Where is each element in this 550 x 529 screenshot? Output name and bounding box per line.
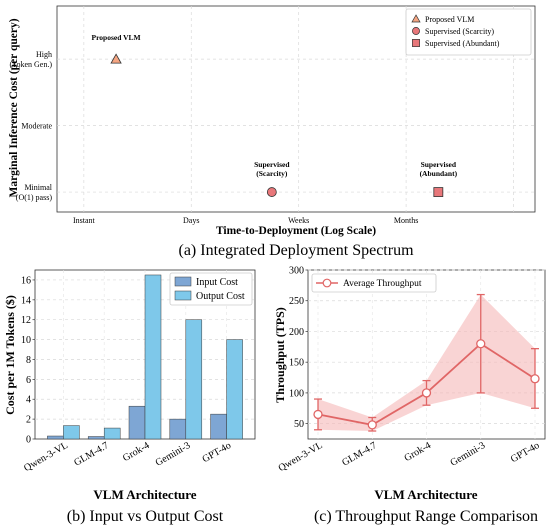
legend-label: Supervised (Scarcity)	[425, 27, 494, 36]
bar-input-cost	[87, 436, 105, 440]
x-tick-label: Instant	[73, 216, 96, 225]
data-point	[313, 409, 323, 420]
y-axis-label: Marginal Inference Cost (per query)	[8, 18, 20, 197]
y-tick-label: (O(1) pass)	[16, 193, 53, 202]
legend-marker-triangle-icon	[411, 14, 421, 23]
x-tick-label: Qwen-3-VL	[277, 440, 325, 474]
legend-label: Input Cost	[196, 277, 238, 288]
caption: (b) Input vs Output Cost	[67, 508, 224, 525]
bar-input-cost	[128, 405, 146, 440]
legend-marker-circle-icon	[322, 278, 332, 288]
y-tick-label: 200	[289, 327, 304, 338]
data-point	[421, 388, 432, 398]
y-tick-label: 6	[26, 375, 31, 386]
y-tick-label: Minimal	[24, 183, 52, 192]
y-tick-label: 12	[21, 315, 31, 326]
x-tick-labels: Qwen-3-VL GLM-4.7 Grok-4 Gemini-3 GPT-4o	[277, 440, 542, 474]
data-points: Proposed VLMSupervised(Scarcity)Supervis…	[92, 33, 458, 197]
data-point	[530, 374, 540, 384]
bar-input-cost	[169, 418, 187, 440]
caption: (a) Integrated Deployment Spectrum	[178, 242, 414, 259]
data-point	[476, 339, 486, 349]
x-tick-label: Gemini-3	[154, 440, 193, 469]
bar-input-cost	[210, 413, 227, 440]
legend-box	[405, 8, 532, 56]
y-tick-label: 10	[21, 335, 31, 346]
point-annotation: (Abundant)	[420, 169, 458, 178]
x-tick-label: Grok-4	[402, 440, 433, 464]
x-axis-label: Time-to-Deployment (Log Scale)	[216, 225, 376, 237]
y-axis-label: Cost per 1M Tokens ($)	[3, 295, 17, 415]
grid	[57, 6, 535, 212]
point-supervised-scarcity	[266, 187, 277, 197]
y-tick-label: 250	[289, 296, 304, 307]
x-tick-label: GLM-4.7	[340, 440, 378, 469]
x-tick-label: Grok-4	[121, 440, 152, 464]
chart-integrated-deployment-spectrum: Instant Days Weeks Months High(Token Gen.)M…	[8, 5, 536, 259]
y-tick-label: (Token Gen.)	[9, 60, 52, 69]
bar-output-cost	[63, 425, 80, 440]
point-supervised-abundant	[433, 187, 444, 197]
legend-swatch	[174, 290, 192, 301]
x-tick-label: GPT-4o	[509, 440, 542, 465]
y-tick-labels: 0 2 4 6 8 10 12 14 16	[21, 275, 35, 446]
y-tick-label: 0	[26, 435, 31, 446]
y-tick-labels: 50 100 150 200 250 300	[289, 266, 308, 430]
chart-throughput-range-comparison: 50 100 150 200 250 300 Qwen-3-VL GLM-4.7 Grok-4…	[273, 266, 546, 525]
x-axis-label: VLM Architecture	[374, 487, 477, 502]
y-tick-label: 150	[289, 358, 304, 369]
y-axis-label: Throughput (TPS)	[273, 307, 287, 402]
bars	[47, 274, 243, 440]
bar-output-cost	[144, 274, 162, 440]
point-annotation: Supervised	[421, 160, 457, 169]
y-tick-label: High	[36, 50, 52, 59]
y-tick-label: 16	[21, 275, 31, 286]
x-tick-label: GPT-4o	[200, 440, 233, 465]
caption: (c) Throughput Range Comparison	[314, 508, 538, 525]
y-tick-labels: High(Token Gen.) Moderate Minimal(O(1) pas…	[9, 50, 52, 202]
x-tick-labels: Instant Days Weeks Months	[73, 216, 418, 225]
legend-label: Output Cost	[196, 291, 245, 302]
legend: Input Cost Output Cost	[169, 272, 253, 306]
y-tick-label: 2	[26, 415, 31, 426]
legend-label: Supervised (Abundant)	[425, 39, 500, 48]
x-tick-label: GLM-4.7	[72, 440, 110, 469]
bar-input-cost	[47, 435, 64, 440]
data-point	[367, 420, 377, 430]
plot-frame	[56, 5, 536, 213]
bar-output-cost	[103, 427, 121, 440]
x-axis-label: VLM Architecture	[93, 487, 196, 502]
y-tick-label: 4	[26, 395, 31, 406]
y-tick-label: 8	[26, 355, 31, 366]
point-annotation: Proposed VLM	[92, 33, 141, 42]
y-tick-label: 100	[289, 388, 304, 399]
y-tick-label: 14	[21, 295, 31, 306]
legend-swatch	[174, 276, 192, 287]
legend-box	[311, 273, 437, 293]
x-tick-labels: Qwen-3-VL GLM-4.7 Grok-4 Gemini-3 GPT-4o	[22, 440, 233, 474]
y-tick-label: Moderate	[21, 122, 52, 131]
point-annotation: Supervised	[254, 160, 290, 169]
y-tick-label: 300	[289, 266, 304, 277]
y-tick-label: 50	[294, 419, 304, 430]
legend: Average Throughput	[311, 273, 437, 293]
legend-marker-circle-icon	[412, 27, 420, 35]
legend-marker-square-icon	[412, 39, 420, 47]
x-tick-label: Weeks	[288, 216, 309, 225]
point-annotation: (Scarcity)	[256, 169, 288, 178]
x-tick-label: Days	[183, 216, 199, 225]
series-line	[313, 339, 540, 430]
point-proposed-vlm	[110, 53, 122, 64]
legend-label: Proposed VLM	[425, 15, 474, 24]
bar-output-cost	[226, 339, 243, 440]
legend: Proposed VLM Supervised (Scarcity) Supervi…	[405, 8, 532, 56]
legend-label: Average Throughput	[343, 279, 422, 289]
x-tick-label: Gemini-3	[449, 440, 488, 469]
x-tick-label: Months	[394, 216, 418, 225]
bar-output-cost	[185, 319, 203, 440]
